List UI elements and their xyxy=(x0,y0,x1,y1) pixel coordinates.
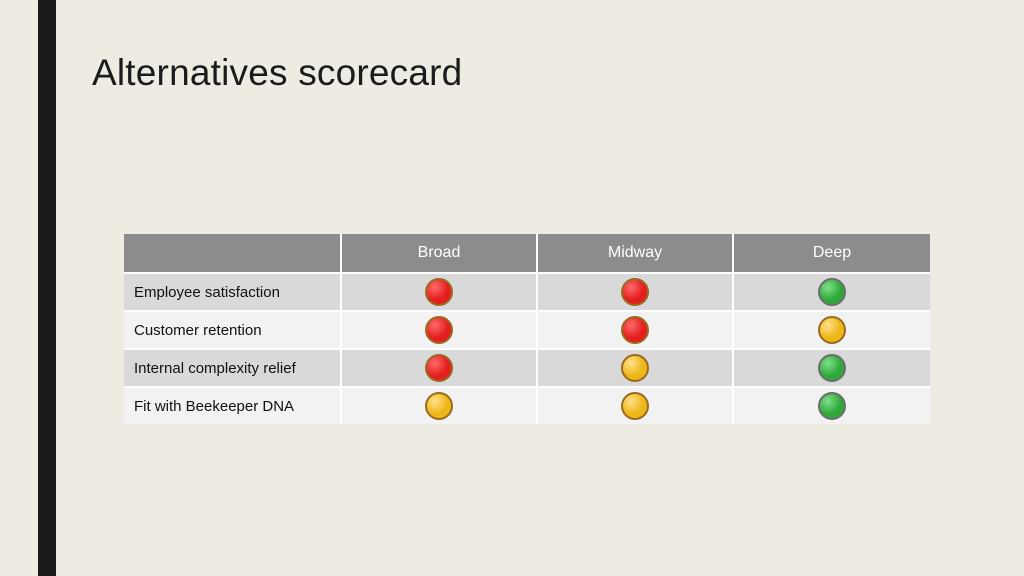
scorecard-table: Broad Midway Deep Employee satisfactionC… xyxy=(124,234,930,424)
table-header-empty xyxy=(124,234,342,272)
accent-bar xyxy=(38,0,56,576)
score-cell xyxy=(342,272,538,310)
red-dot-icon xyxy=(621,316,649,344)
table-body: Employee satisfactionCustomer retentionI… xyxy=(124,272,930,424)
row-label: Employee satisfaction xyxy=(124,272,342,310)
score-cell xyxy=(538,272,734,310)
table-row: Employee satisfaction xyxy=(124,272,930,310)
green-dot-icon xyxy=(818,354,846,382)
table-header-col: Broad xyxy=(342,234,538,272)
yellow-dot-icon xyxy=(621,392,649,420)
score-cell xyxy=(342,348,538,386)
table-row: Fit with Beekeeper DNA xyxy=(124,386,930,424)
score-cell xyxy=(538,310,734,348)
score-cell xyxy=(342,386,538,424)
row-label: Fit with Beekeeper DNA xyxy=(124,386,342,424)
page-title: Alternatives scorecard xyxy=(92,52,462,94)
row-label: Customer retention xyxy=(124,310,342,348)
table-header-row: Broad Midway Deep xyxy=(124,234,930,272)
green-dot-icon xyxy=(818,392,846,420)
score-cell xyxy=(734,348,930,386)
yellow-dot-icon xyxy=(621,354,649,382)
table-header-col: Midway xyxy=(538,234,734,272)
score-cell xyxy=(734,272,930,310)
table-row: Internal complexity relief xyxy=(124,348,930,386)
table-header-col: Deep xyxy=(734,234,930,272)
score-cell xyxy=(538,348,734,386)
red-dot-icon xyxy=(621,278,649,306)
red-dot-icon xyxy=(425,316,453,344)
red-dot-icon xyxy=(425,278,453,306)
red-dot-icon xyxy=(425,354,453,382)
table-row: Customer retention xyxy=(124,310,930,348)
row-label: Internal complexity relief xyxy=(124,348,342,386)
score-cell xyxy=(538,386,734,424)
yellow-dot-icon xyxy=(425,392,453,420)
scorecard-table-wrap: Broad Midway Deep Employee satisfactionC… xyxy=(124,234,930,424)
green-dot-icon xyxy=(818,278,846,306)
score-cell xyxy=(734,310,930,348)
yellow-dot-icon xyxy=(818,316,846,344)
score-cell xyxy=(734,386,930,424)
slide: Alternatives scorecard Broad Midway Deep… xyxy=(0,0,1024,576)
score-cell xyxy=(342,310,538,348)
